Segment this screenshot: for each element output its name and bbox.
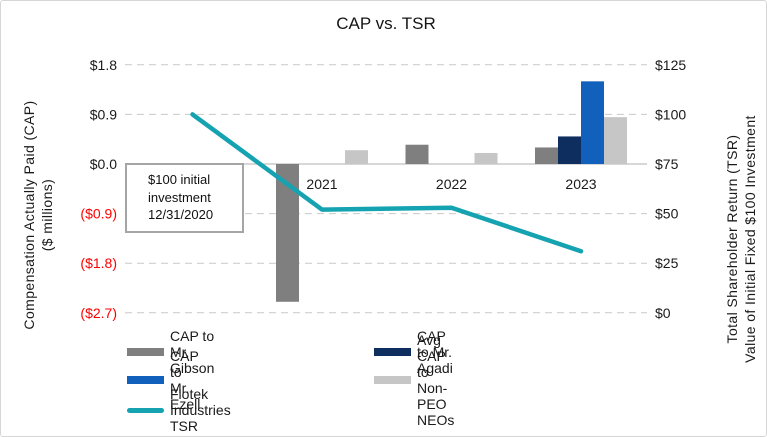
right-axis-title: Total Shareholder Return (TSR) Value of … (723, 115, 759, 363)
legend-item-cap-ezell: CAP to Mr. Ezell (127, 348, 200, 412)
right-axis-tick-label: $125 (655, 57, 686, 73)
bar-cap-to-mr-gibson-2023 (535, 147, 558, 164)
right-axis-tick-label: $50 (655, 206, 679, 222)
right-axis-tick-label: $25 (655, 255, 679, 271)
left-axis-title: Compensation Actually Paid (CAP) ($ mill… (20, 100, 56, 329)
bar-cap-to-mr-gibson-2022 (405, 144, 429, 164)
chart-title: CAP vs. TSR (336, 14, 436, 33)
x-axis-label-2022: 2022 (436, 176, 467, 192)
left-axis-tick-label: ($1.8) (80, 255, 117, 271)
left-axis-tick-label: ($0.9) (80, 206, 117, 222)
bar-cap-to-mr-ezell-2023 (581, 81, 604, 164)
legend-swatch-agadi (374, 348, 411, 356)
line-flotek-industries-tsr (190, 112, 584, 254)
left-axis-title-line2: ($ millions) (39, 178, 55, 252)
legend-item-cap-agadi: CAP to Mr. Agadi (374, 328, 453, 376)
legend-label-tsr: Flotek Industries TSR (170, 386, 231, 434)
bar-avg-cap-to-non-peo-neos-2021 (345, 150, 368, 164)
left-axis-tick-label: $0.9 (90, 106, 117, 122)
bar-avg-cap-to-non-peo-neos-2022 (474, 152, 498, 164)
legend-swatch-gibson (127, 348, 164, 356)
annotation-line-2: investment (148, 189, 211, 205)
left-axis-tick-label: $1.8 (90, 57, 117, 73)
legend-label-gibson: CAP to Mr. Gibson (170, 328, 215, 376)
legend-item-flotek-tsr: Flotek Industries TSR (127, 386, 231, 434)
x-axis-label-2023: 2023 (565, 176, 596, 192)
legend-swatch-non-peo (374, 376, 411, 384)
legend-item-cap-gibson: CAP to Mr. Gibson (127, 328, 214, 376)
bar-avg-cap-to-non-peo-neos-2023 (604, 117, 627, 164)
right-axis-title-line2: Value of Initial Fixed $100 Investment (742, 115, 758, 363)
right-axis-tick-label: $100 (655, 106, 686, 122)
left-axis-title-line1: Compensation Actually Paid (CAP) (21, 100, 37, 330)
legend-label-agadi: CAP to Mr. Agadi (417, 328, 453, 376)
legend-label-ezell: CAP to Mr. Ezell (170, 348, 201, 412)
annotation-line-3: 12/31/2020 (148, 207, 214, 222)
right-axis-title-line1: Total Shareholder Return (TSR) (724, 134, 740, 344)
bar-cap-to-mr-gibson-2021 (276, 164, 299, 302)
legend-item-avg-non-peo-neos: Avg CAP to Non-PEO NEOs (374, 332, 454, 428)
x-axis-label-2021: 2021 (306, 176, 337, 192)
legend-label-non-peo: Avg CAP to Non-PEO NEOs (417, 332, 455, 428)
left-axis-tick-label: ($2.7) (80, 305, 117, 321)
annotation-line-1: $100 initial (148, 172, 211, 187)
legend-line-swatch-tsr (127, 407, 164, 413)
annotation-box: $100 initial investment 12/31/2020 (125, 163, 244, 233)
left-axis-tick-label: $0.0 (90, 156, 117, 172)
right-axis-tick-label: $75 (655, 156, 679, 172)
legend-swatch-ezell (127, 376, 164, 384)
bar-cap-to-mr-agadi-2023 (558, 136, 581, 164)
right-axis-tick-label: $0 (655, 305, 671, 321)
